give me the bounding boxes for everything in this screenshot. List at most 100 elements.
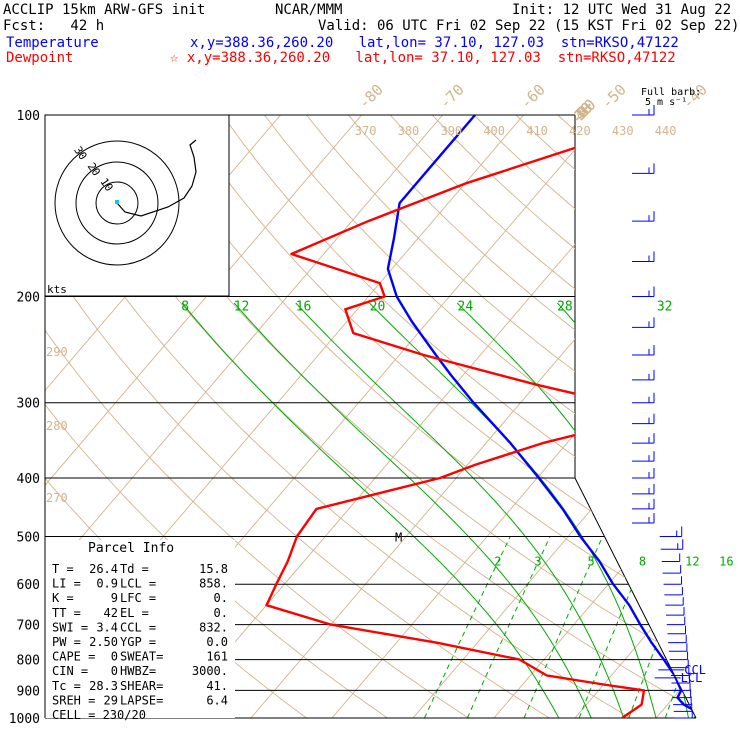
- parcel-info-key: SHEAR=: [120, 679, 163, 693]
- parcel-info-value: 0.: [214, 591, 228, 605]
- lcl-marker: LCL: [681, 671, 703, 685]
- wind-barb: [632, 211, 655, 222]
- mixing-ratio-line: [523, 536, 604, 718]
- isotherm-line: [45, 115, 467, 718]
- hodograph-trace: [116, 139, 197, 217]
- barb-legend-unit: 5 m s⁻¹: [645, 97, 687, 108]
- parcel-info-key: CAPE =: [52, 650, 95, 664]
- header-line2-right: Valid: 06 UTC Fri 02 Sep 22 (15 KST Fri …: [318, 18, 740, 34]
- mixing-ratio-label: 8: [639, 554, 646, 568]
- pressure-tick-label: 100: [17, 109, 40, 124]
- wind-barb: [665, 597, 684, 606]
- parcel-info-key: LI =: [52, 577, 81, 591]
- wind-barb: [632, 483, 655, 495]
- parcel-info-key: Td =: [120, 562, 149, 576]
- moist-adiabat-label: 12: [234, 300, 250, 315]
- dry-adiabat-line: [726, 115, 740, 731]
- header-line1-right: Init: 12 UTC Wed 31 Aug 22: [512, 2, 732, 18]
- pressure-tick-label: 600: [17, 578, 40, 593]
- mixing-ratio-line: [578, 536, 654, 718]
- hodograph-storm-motion: [115, 200, 119, 204]
- pressure-tick-label: 300: [17, 397, 40, 412]
- pressure-tick-label: 500: [17, 530, 40, 545]
- dry-adiabat-line: [431, 115, 696, 718]
- parcel-info-value: 0.0: [206, 635, 228, 649]
- wind-barb: [632, 468, 655, 479]
- wind-barb: [668, 634, 687, 644]
- wind-barb: [664, 586, 683, 596]
- isotherm-label: -70: [436, 81, 468, 113]
- moist-adiabat-line: [456, 302, 689, 718]
- ccl-marker: CCL: [684, 663, 706, 677]
- wind-barb: [632, 344, 655, 356]
- moist-adiabat-label: 16: [296, 300, 312, 315]
- hodograph-ring: [75, 161, 159, 245]
- dry-adiabat-line: [389, 115, 696, 718]
- moist-adiabat-label: 8: [181, 300, 189, 315]
- header-line1-center: NCAR/MMM: [275, 2, 343, 18]
- wind-barb: [673, 703, 693, 712]
- isotherm-line: [239, 115, 696, 718]
- theta-label: 400: [483, 124, 505, 138]
- theta-label: 290: [46, 345, 68, 359]
- parcel-info-key: SREH =: [52, 693, 95, 707]
- moist-adiabat-line: [557, 302, 696, 718]
- wind-barb: [632, 251, 655, 263]
- parcel-info-value: 0.9: [96, 577, 118, 591]
- dry-adiabat-line: [45, 115, 489, 718]
- moist-adiabat-line: [369, 302, 657, 718]
- parcel-info-title: Parcel Info: [88, 541, 174, 556]
- hodograph-ring: [54, 140, 180, 266]
- wind-barb: [667, 625, 687, 635]
- isotherm-line: [158, 115, 696, 718]
- parcel-info-value: 26.4: [89, 562, 118, 576]
- parcel-info-key: CELL = 230/20: [52, 708, 146, 722]
- theta-label: 380: [398, 124, 420, 138]
- wind-barb: [670, 667, 690, 676]
- parcel-info-key: LAPSE=: [120, 693, 163, 707]
- mixing-ratio-label: 5: [588, 554, 595, 568]
- parcel-info-key: K =: [52, 591, 74, 605]
- wind-barb: [661, 553, 681, 562]
- parcel-info-panel: [45, 540, 235, 718]
- moist-adiabat-line: [181, 302, 560, 718]
- wind-barb: [632, 451, 655, 462]
- mixing-ratio-label: 3: [534, 554, 541, 568]
- theta-label: 420: [569, 124, 591, 138]
- pressure-tick-label: 200: [17, 291, 40, 306]
- dry-adiabat-line: [45, 115, 571, 718]
- dry-adiabat-line: [599, 115, 696, 718]
- wind-barb: [632, 163, 655, 174]
- theta-label: 370: [355, 124, 377, 138]
- mixing-ratio-line: [424, 536, 511, 718]
- theta-label: 390: [440, 124, 462, 138]
- wind-barb: [663, 576, 683, 585]
- parcel-info-value: 29: [104, 693, 118, 707]
- hodograph-ring-label: 10: [97, 176, 115, 194]
- moist-adiabat-line: [233, 302, 592, 718]
- parcel-info-key: CIN =: [52, 664, 88, 678]
- isotherm-label: -80: [355, 81, 387, 113]
- parcel-info-key: YGP =: [120, 635, 156, 649]
- hodograph-ring: [95, 181, 139, 225]
- parcel-info-key: LFC =: [120, 591, 156, 605]
- parcel-info-key: HWBZ=: [120, 664, 156, 678]
- wind-barb: [632, 369, 655, 381]
- dry-adiabat-line: [473, 115, 696, 718]
- temperature-legend-label: Temperature: [6, 35, 99, 51]
- dewpoint-legend-label: Dewpoint: [6, 50, 74, 66]
- mixing-ratio-line: [466, 536, 551, 718]
- theta-label: 270: [46, 491, 68, 505]
- parcel-info-value: 3.4: [96, 620, 118, 634]
- wind-barb: [659, 526, 683, 537]
- parcel-info-key: LCL =: [120, 577, 156, 591]
- parcel-info-key: PW =: [52, 635, 81, 649]
- parcel-info-key: SWEAT=: [120, 650, 163, 664]
- moist-adiabat-label: 20: [370, 300, 386, 315]
- header-line1-left: ACCLIP 15km ARW-GFS init: [3, 2, 206, 18]
- wind-barb: [669, 651, 689, 661]
- parcel-info-key: SWI =: [52, 620, 88, 634]
- theta-label: 430: [612, 124, 634, 138]
- wind-barb: [632, 498, 655, 510]
